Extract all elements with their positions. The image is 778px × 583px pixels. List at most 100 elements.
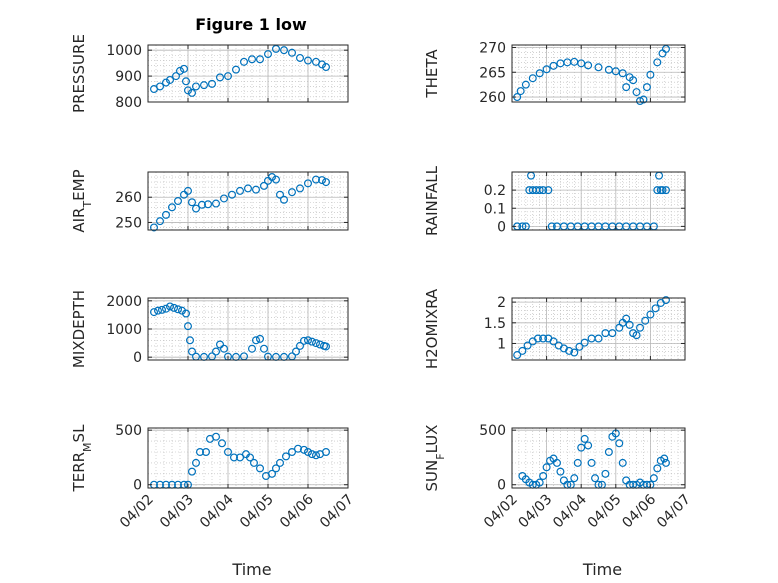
y-tick-label: 1 <box>497 336 506 352</box>
subplot-mixdepth: 0 1000 2000 MIXDEPTH <box>70 290 349 368</box>
data-point <box>556 467 565 476</box>
data-point <box>300 336 309 345</box>
data-point <box>304 448 313 457</box>
data-point <box>577 59 586 68</box>
subplot-air-temp: 250 260 AIRTEMP <box>70 169 349 233</box>
data-point <box>660 454 669 463</box>
data-point <box>186 336 195 345</box>
data-point <box>180 64 189 73</box>
data-point <box>276 190 285 199</box>
data-point <box>216 73 225 82</box>
data-point <box>280 46 289 55</box>
data-point <box>272 175 281 184</box>
data-point <box>539 334 548 343</box>
data-point <box>224 448 233 457</box>
data-point <box>625 320 634 329</box>
x-tick-label: 04/07 <box>317 492 357 532</box>
data-point <box>580 338 589 347</box>
x-tick-label: 04/03 <box>157 492 197 532</box>
data-point <box>268 469 277 478</box>
data-point <box>170 303 179 312</box>
data-point <box>198 200 207 209</box>
axes-background <box>148 172 348 230</box>
data-point <box>646 310 655 319</box>
data-point <box>256 334 265 343</box>
data-point <box>282 452 291 461</box>
data-point <box>264 50 273 59</box>
data-point <box>629 76 638 85</box>
data-point <box>308 450 317 459</box>
y-axis-label: RAINFALL <box>423 165 441 236</box>
data-point <box>661 296 670 305</box>
data-point <box>158 305 167 314</box>
data-point <box>268 173 277 182</box>
subplot-theta: 260 265 270 THETA <box>423 40 686 106</box>
data-point <box>322 448 331 457</box>
data-point <box>246 453 255 462</box>
subplot-pressure: 800 900 1000 PRESSURE <box>70 34 349 113</box>
data-point <box>661 458 670 467</box>
data-point <box>570 474 579 483</box>
data-point <box>192 82 201 91</box>
data-point <box>608 329 617 338</box>
subplot-rainfall: 0 0.1 0.2 RAINFALL <box>423 165 686 236</box>
axes-frame <box>147 44 349 103</box>
data-point <box>200 81 209 90</box>
data-point <box>533 334 542 343</box>
data-point <box>166 75 175 84</box>
data-point <box>661 186 670 195</box>
data-point <box>204 200 213 209</box>
data-point <box>573 458 582 467</box>
data-point <box>150 308 159 317</box>
x-tick-label: 04/06 <box>619 491 659 531</box>
data-point <box>513 351 522 360</box>
data-point <box>250 458 259 467</box>
y-axis-label: MIXDEPTH <box>70 290 88 368</box>
data-point <box>280 195 289 204</box>
data-point <box>156 82 165 91</box>
data-point <box>653 58 662 67</box>
data-point <box>256 464 265 473</box>
data-point <box>622 83 631 92</box>
data-point <box>544 186 553 195</box>
data-point <box>594 334 603 343</box>
data-point <box>212 347 221 356</box>
y-tick-label: 1000 <box>106 43 142 59</box>
data-point <box>618 458 627 467</box>
y-axis-label: PRESSURE <box>70 34 88 113</box>
axes-frame <box>147 427 349 489</box>
y-tick-label: 2 <box>497 295 506 311</box>
data-point <box>322 178 331 187</box>
data-point <box>154 306 163 315</box>
data-point <box>521 80 530 89</box>
data-point <box>539 472 548 481</box>
data-point <box>188 198 197 207</box>
data-point <box>565 346 574 355</box>
data-point <box>542 463 551 472</box>
x-tick-label: 04/06 <box>277 491 317 531</box>
data-series <box>150 44 331 97</box>
data-point <box>632 88 641 97</box>
y-tick-label: 250 <box>115 215 142 231</box>
data-point <box>244 184 253 193</box>
data-point <box>224 72 233 81</box>
data-point <box>228 190 237 199</box>
data-point <box>615 439 624 448</box>
data-point <box>248 344 257 353</box>
data-point <box>232 65 241 74</box>
axes-background <box>512 45 685 102</box>
data-point <box>322 63 331 72</box>
data-point <box>192 458 201 467</box>
data-point <box>196 448 205 457</box>
data-point <box>182 309 191 318</box>
data-point <box>618 69 627 78</box>
data-point <box>218 439 227 448</box>
x-tick-label: 04/03 <box>516 492 556 532</box>
data-point <box>575 342 584 351</box>
y-axis-label: TERRMSL <box>70 424 94 493</box>
data-point <box>518 346 527 355</box>
y-tick-label: 265 <box>479 65 506 81</box>
data-point <box>318 60 327 69</box>
